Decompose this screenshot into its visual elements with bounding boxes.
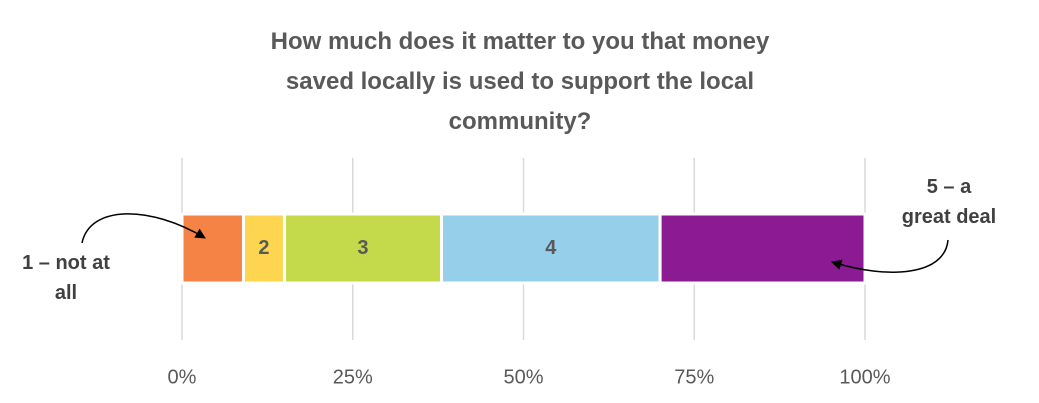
segment-label: 2 [258,237,269,259]
bar-segment [180,212,245,285]
arrow [81,213,206,244]
legend-annotation: 5 – a great deal [901,176,997,228]
x-tick-label: 100% [839,366,890,388]
x-tick-label: 50% [503,366,543,388]
chart-title: How much does it matter to you that mone… [270,28,770,135]
arrow [830,239,949,273]
bar-segment [282,212,444,285]
x-tick-label: 25% [333,366,373,388]
bar-segment [658,212,867,285]
segment-label: 4 [545,237,557,259]
segment-label: 3 [357,237,368,259]
x-tick-label: 0% [168,366,197,388]
legend-annotation: 1 – not at all [22,252,110,304]
x-tick-label: 75% [674,366,714,388]
